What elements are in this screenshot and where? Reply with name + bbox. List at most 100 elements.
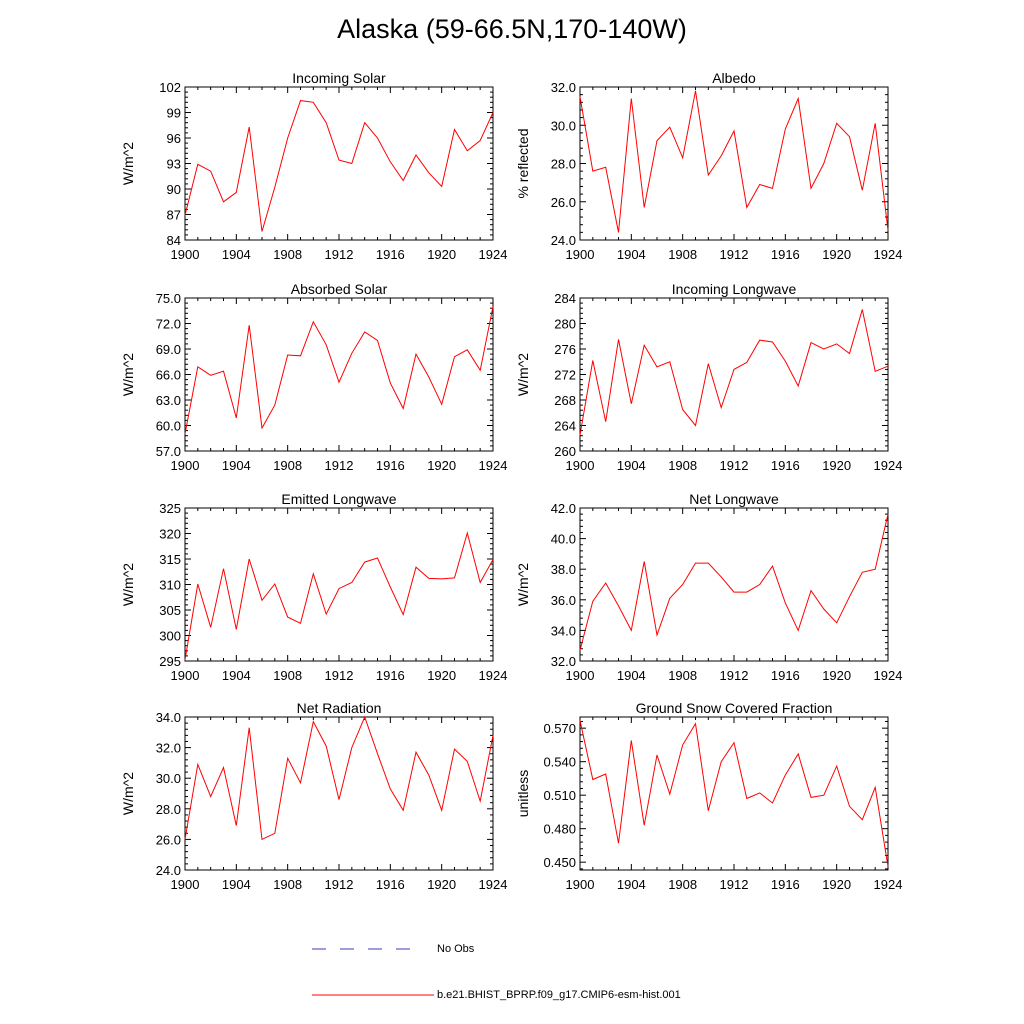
x-tick-label: 1920 bbox=[822, 668, 851, 683]
series-line bbox=[579, 513, 889, 651]
plot-frame bbox=[579, 86, 889, 241]
x-tick-label: 1912 bbox=[720, 247, 749, 262]
y-tick-label: 315 bbox=[159, 552, 181, 567]
x-tick-label: 1908 bbox=[668, 247, 697, 262]
y-tick-label: 260 bbox=[554, 444, 576, 459]
y-tick-label: 30.0 bbox=[156, 771, 181, 786]
x-tick-label: 1924 bbox=[874, 458, 903, 473]
panel-title: Ground Snow Covered Fraction bbox=[636, 700, 833, 716]
x-tick-label: 1912 bbox=[325, 668, 354, 683]
y-tick-label: 32.0 bbox=[551, 654, 576, 669]
x-tick-label: 1908 bbox=[668, 668, 697, 683]
x-tick-label: 1908 bbox=[273, 668, 302, 683]
panel-title: Incoming Longwave bbox=[672, 281, 797, 297]
x-tick-label: 1900 bbox=[171, 668, 200, 683]
legend-line-no-obs bbox=[312, 948, 417, 950]
plot-frame bbox=[184, 716, 494, 871]
plot-frame bbox=[579, 507, 889, 662]
y-tick-label: 38.0 bbox=[551, 562, 576, 577]
y-tick-label: 66.0 bbox=[156, 368, 181, 383]
y-tick-label: 84 bbox=[167, 233, 181, 248]
legend-line-model bbox=[312, 994, 434, 996]
x-tick-label: 1908 bbox=[668, 458, 697, 473]
series-line bbox=[184, 715, 494, 841]
series-line bbox=[184, 100, 494, 232]
plot-frame bbox=[184, 297, 494, 452]
x-tick-label: 1916 bbox=[771, 247, 800, 262]
x-tick-label: 1924 bbox=[479, 877, 508, 892]
x-tick-label: 1908 bbox=[273, 247, 302, 262]
y-tick-label: 32.0 bbox=[551, 80, 576, 95]
y-tick-label: 325 bbox=[159, 501, 181, 516]
x-tick-label: 1900 bbox=[566, 877, 595, 892]
x-tick-label: 1916 bbox=[771, 877, 800, 892]
y-tick-label: 0.510 bbox=[543, 788, 576, 803]
y-tick-label: 40.0 bbox=[551, 532, 576, 547]
panel-albedo: Albedo % reflected 1900 1904 1908 1912 1916 192… bbox=[515, 70, 902, 262]
x-tick-label: 1904 bbox=[617, 877, 646, 892]
panel-incoming-longwave: Incoming Longwave W/m^2 1900 1904 1908 1912 19… bbox=[515, 281, 902, 473]
y-tick-label: 272 bbox=[554, 368, 576, 383]
series-line bbox=[184, 531, 494, 661]
x-tick-label: 1900 bbox=[566, 668, 595, 683]
y-tick-label: 305 bbox=[159, 603, 181, 618]
x-tick-label: 1920 bbox=[427, 458, 456, 473]
x-tick-label: 1904 bbox=[222, 668, 251, 683]
panel-incoming-solar: Incoming Solar W/m^2 1900 1904 1908 1912 1916 1… bbox=[120, 70, 507, 262]
y-axis-label: W/m^2 bbox=[120, 772, 136, 815]
panel-title: Emitted Longwave bbox=[281, 491, 396, 507]
x-tick-label: 1904 bbox=[617, 458, 646, 473]
y-tick-label: 99 bbox=[167, 106, 181, 121]
x-tick-label: 1916 bbox=[376, 877, 405, 892]
y-tick-label: 93 bbox=[167, 157, 181, 172]
y-tick-label: 34.0 bbox=[156, 710, 181, 725]
y-tick-label: 0.570 bbox=[543, 721, 576, 736]
legend-label-model: b.e21.BHIST_BPRP.f09_g17.CMIP6-esm-hist.… bbox=[437, 989, 681, 1001]
x-tick-label: 1916 bbox=[376, 458, 405, 473]
y-tick-label: 30.0 bbox=[551, 118, 576, 133]
y-tick-label: 26.0 bbox=[156, 832, 181, 847]
series-line bbox=[579, 90, 889, 233]
panel-ground-snow-covered-fraction: Ground Snow Covered Fraction unitless 1900… bbox=[515, 700, 902, 892]
y-tick-label: 24.0 bbox=[156, 863, 181, 878]
y-axis-label: % reflected bbox=[515, 128, 531, 198]
y-tick-label: 0.450 bbox=[543, 855, 576, 870]
y-tick-label: 60.0 bbox=[156, 419, 181, 434]
x-tick-label: 1920 bbox=[427, 877, 456, 892]
x-tick-label: 1912 bbox=[325, 458, 354, 473]
y-tick-label: 72.0 bbox=[156, 317, 181, 332]
y-axis-label: W/m^2 bbox=[120, 353, 136, 396]
x-tick-label: 1920 bbox=[822, 247, 851, 262]
panel-title: Net Radiation bbox=[297, 700, 382, 716]
panel-title: Incoming Solar bbox=[292, 70, 386, 86]
y-tick-label: 0.540 bbox=[543, 755, 576, 770]
x-tick-label: 1904 bbox=[222, 877, 251, 892]
y-tick-label: 28.0 bbox=[551, 157, 576, 172]
x-tick-label: 1912 bbox=[720, 458, 749, 473]
x-tick-label: 1912 bbox=[325, 877, 354, 892]
series-line bbox=[184, 306, 494, 435]
panel-net-radiation: Net Radiation W/m^2 1900 1904 1908 1912 1916 19… bbox=[120, 700, 507, 892]
x-tick-label: 1904 bbox=[222, 247, 251, 262]
y-tick-label: 75.0 bbox=[156, 291, 181, 306]
x-tick-label: 1920 bbox=[427, 247, 456, 262]
x-tick-label: 1920 bbox=[822, 458, 851, 473]
y-tick-label: 69.0 bbox=[156, 342, 181, 357]
y-tick-label: 300 bbox=[159, 629, 181, 644]
panel-title: Net Longwave bbox=[689, 491, 779, 507]
figure-title: Alaska (59-66.5N,170-140W) bbox=[337, 14, 687, 44]
y-tick-label: 102 bbox=[159, 80, 181, 95]
y-tick-label: 295 bbox=[159, 654, 181, 669]
x-tick-label: 1900 bbox=[171, 458, 200, 473]
y-axis-label: W/m^2 bbox=[120, 563, 136, 606]
y-tick-label: 34.0 bbox=[551, 623, 576, 638]
y-tick-label: 28.0 bbox=[156, 802, 181, 817]
x-tick-label: 1924 bbox=[874, 247, 903, 262]
x-tick-label: 1908 bbox=[273, 877, 302, 892]
x-tick-label: 1912 bbox=[720, 877, 749, 892]
x-tick-label: 1912 bbox=[720, 668, 749, 683]
y-tick-label: 310 bbox=[159, 578, 181, 593]
x-tick-label: 1916 bbox=[771, 458, 800, 473]
x-tick-label: 1904 bbox=[222, 458, 251, 473]
